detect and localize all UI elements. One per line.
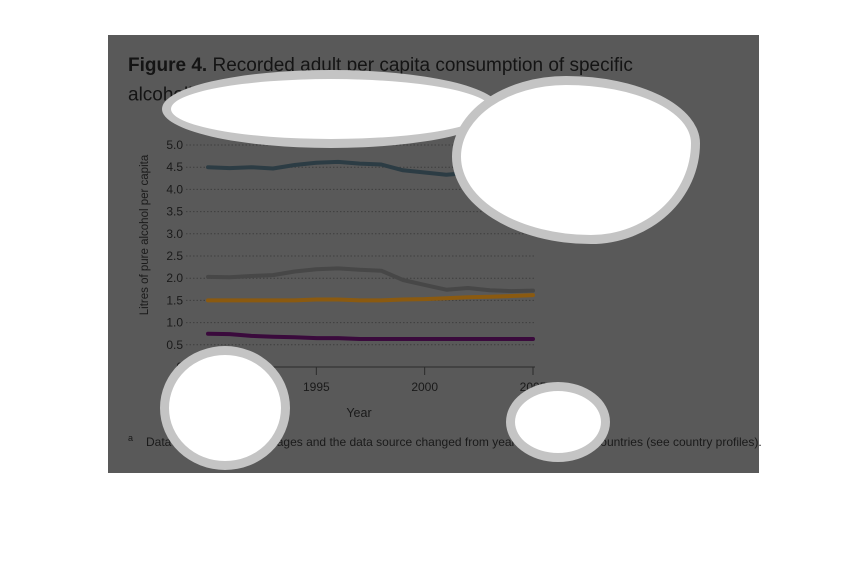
- y-tick-label: 0.5: [166, 338, 183, 352]
- y-tick-label: 3.0: [166, 227, 183, 241]
- y-axis-ticks: 00.51.01.52.02.53.03.54.04.55.0: [166, 138, 183, 374]
- x-tick-label: 1995: [303, 380, 330, 394]
- x-axis-label: Year: [346, 406, 371, 420]
- footnote: a Data are three-year averages and the da…: [128, 433, 762, 449]
- y-tick-label: 1.5: [166, 293, 183, 307]
- figure-label: Figure 4.: [128, 55, 208, 76]
- occluding-blob: [162, 70, 500, 148]
- y-tick-label: 2.5: [166, 249, 183, 263]
- series-line-spirits: [206, 266, 535, 294]
- series-line-wine: [206, 331, 535, 341]
- y-tick-label: 2.0: [166, 271, 183, 285]
- x-tick-label: 2000: [411, 380, 438, 394]
- occluding-blob: [452, 76, 700, 244]
- occluding-blob: [506, 382, 610, 462]
- y-tick-label: 4.5: [166, 160, 183, 174]
- footnote-text: Data are three-year averages and the dat…: [146, 435, 762, 449]
- y-tick-label: 4.0: [166, 182, 183, 196]
- y-tick-label: 3.5: [166, 205, 183, 219]
- occluding-blob: [160, 346, 290, 470]
- y-tick-label: 5.0: [166, 138, 183, 152]
- series-line-beer: [206, 293, 535, 303]
- footnote-mark: a: [128, 433, 134, 443]
- y-axis-label: Litres of pure alcohol per capita: [139, 154, 151, 315]
- y-tick-label: 1.0: [166, 316, 183, 330]
